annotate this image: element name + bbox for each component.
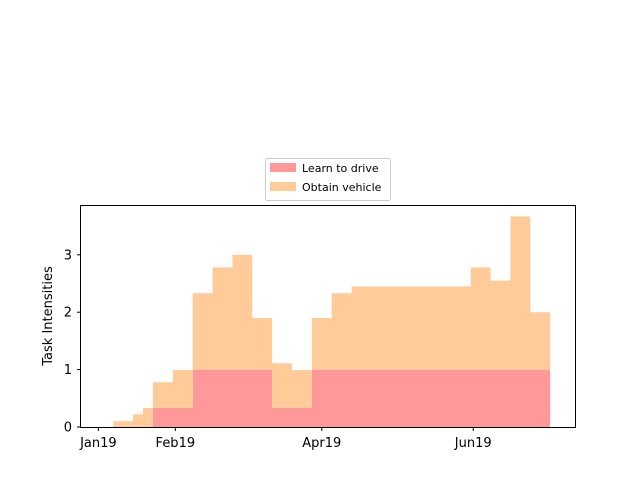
legend-swatch-obtain-vehicle: [270, 182, 296, 191]
plot-frame: [80, 205, 576, 428]
legend-label-learn-to-drive: Learn to drive: [302, 162, 379, 175]
y-axis: 0 1 2 3: [64, 248, 81, 436]
x-tick-label: Apr19: [302, 436, 341, 451]
y-tick-label: 1: [64, 363, 72, 378]
area-layer: [103, 216, 551, 427]
area-obtain-vehicle: [103, 216, 551, 427]
y-tick-label: 0: [64, 421, 72, 436]
x-tick-label: Jan19: [79, 436, 117, 451]
y-axis-label: Task Intensities: [41, 266, 56, 367]
legend-label-obtain-vehicle: Obtain vehicle: [302, 181, 382, 194]
x-tick-label: Jun19: [454, 436, 492, 451]
y-tick-label: 3: [64, 248, 72, 263]
x-axis: Jan19 Feb19 Apr19 Jun19: [79, 427, 492, 451]
x-tick-label: Feb19: [156, 436, 196, 451]
legend-swatch-learn-to-drive: [270, 163, 296, 172]
y-tick-label: 2: [64, 306, 72, 321]
legend: Learn to drive Obtain vehicle: [265, 158, 391, 201]
area-learn-to-drive: [103, 369, 551, 427]
legend-box: [265, 158, 391, 201]
